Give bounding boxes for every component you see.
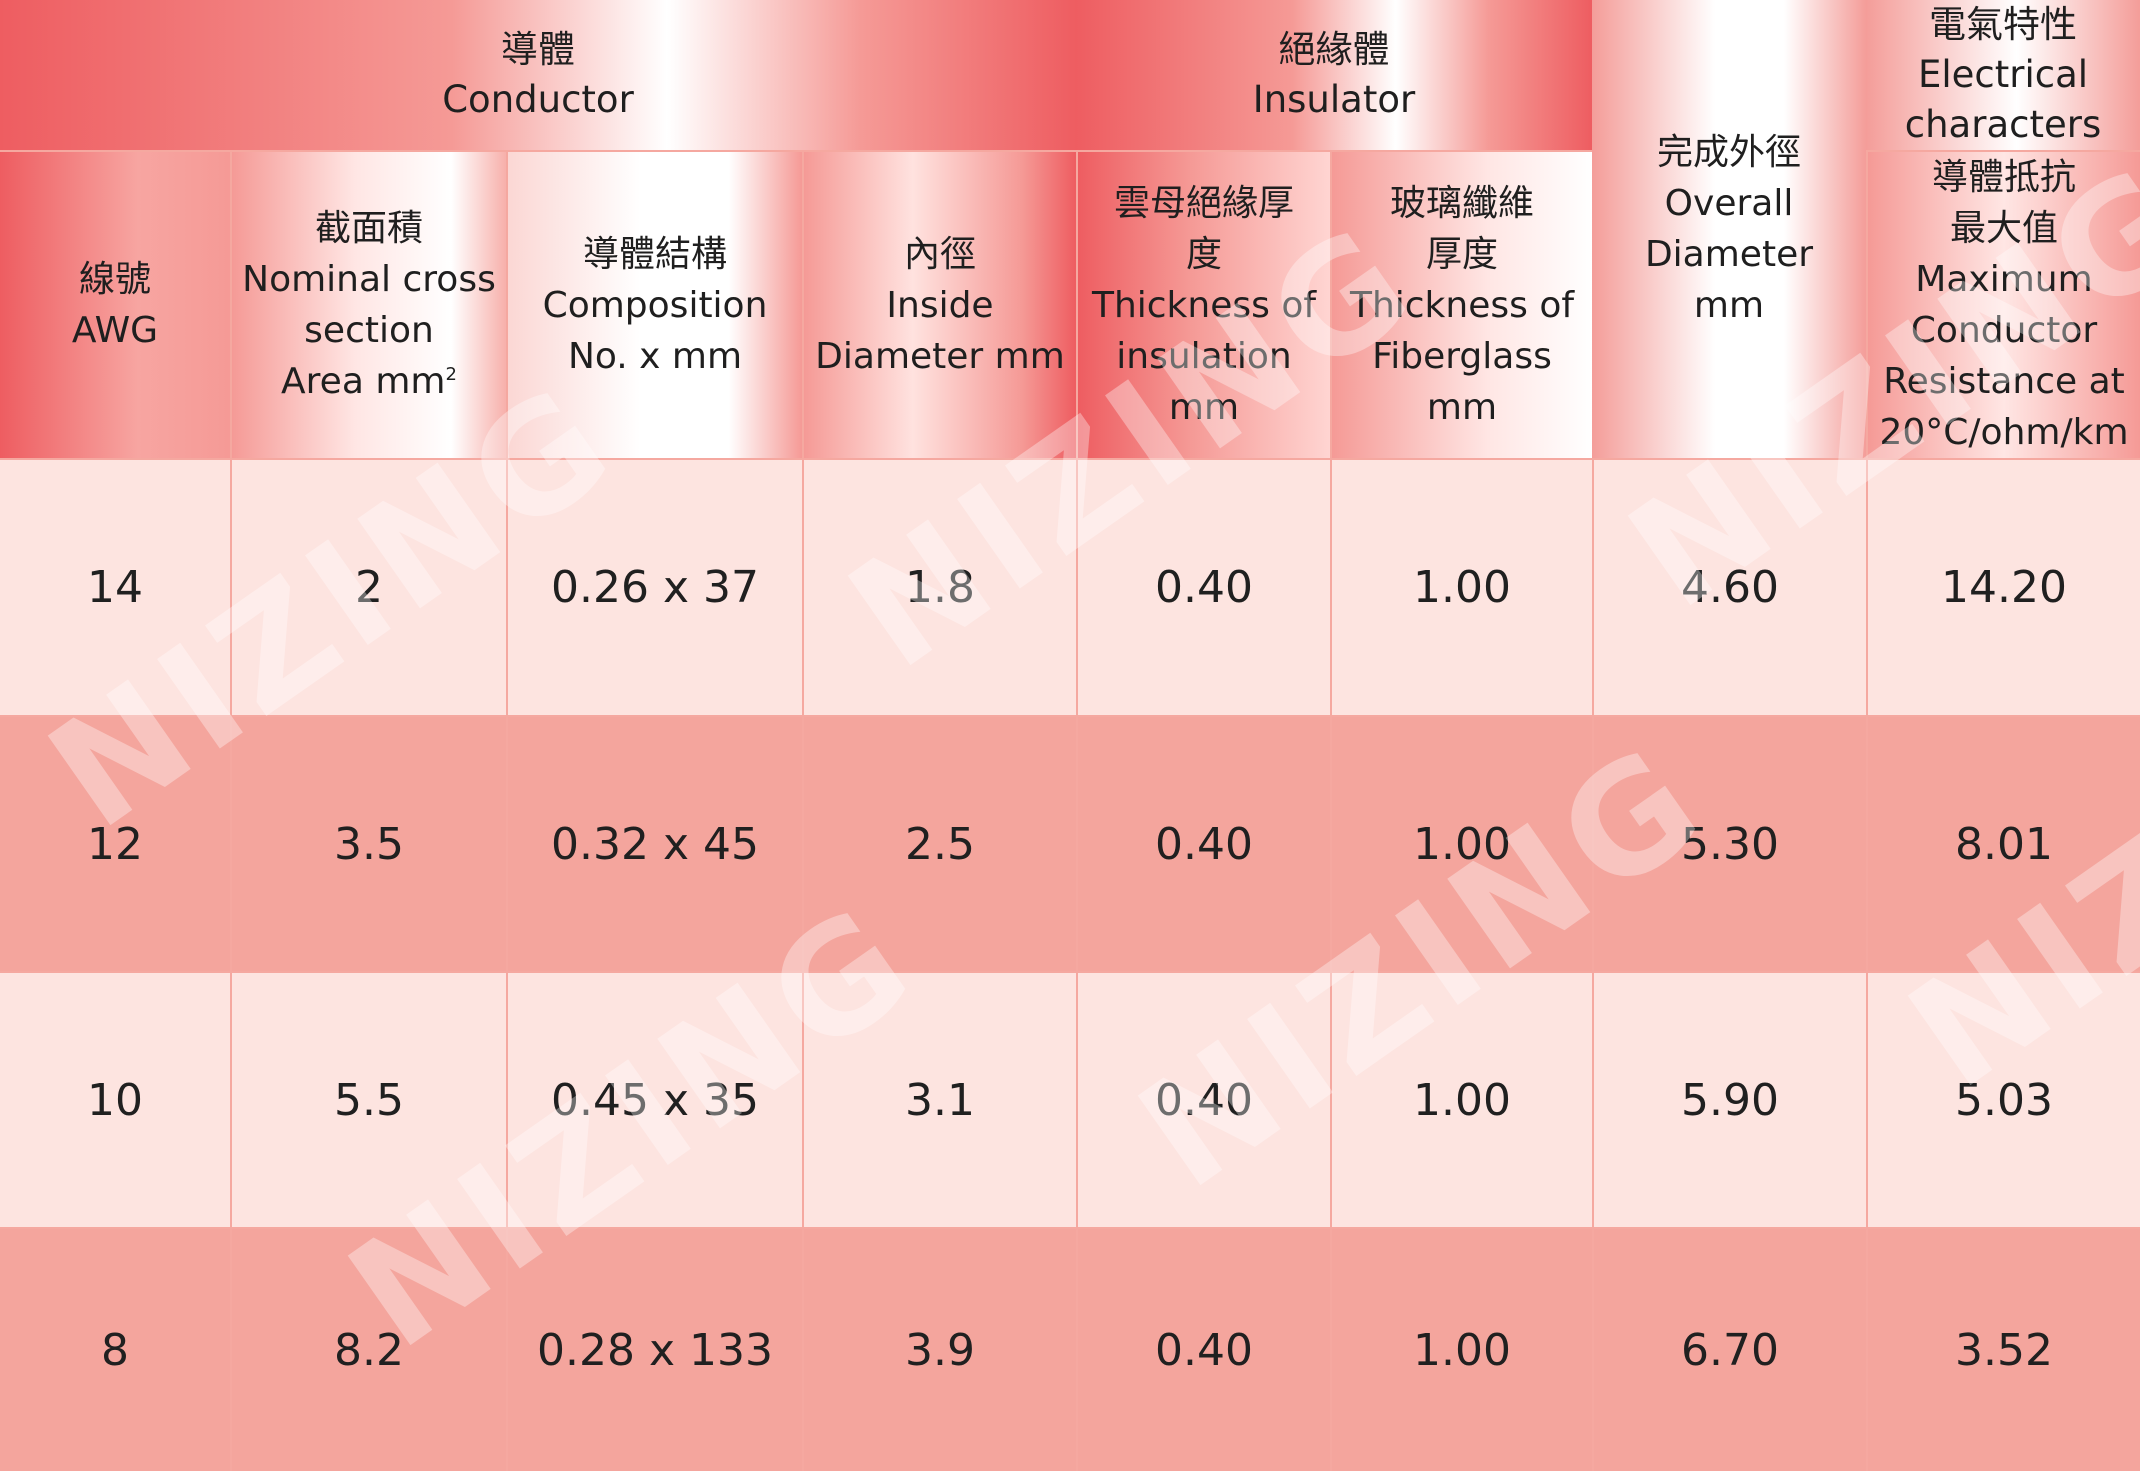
group-header-insulator-zh: 絕緣體 (1278, 28, 1390, 71)
col-header-cross-section: 截面積 Nominal cross section Area mm2 (232, 152, 506, 458)
col-header-awg-zh: 線號 (78, 259, 151, 300)
col-header-cross-section-zh: 截面積 (314, 208, 423, 249)
table-cell: 0.40 (1078, 717, 1330, 971)
cross-section-unit-sup: 2 (445, 364, 457, 385)
col-header-mica-thickness-en1: Thickness of (1091, 284, 1317, 326)
col-header-composition-en2: No. x mm (567, 335, 743, 377)
col-header-fiberglass-thickness-zh1: 玻璃纖維 (1389, 182, 1534, 224)
table-cell: 8 (0, 1229, 230, 1471)
group-header-electrical-en1: Electrical (1917, 53, 2089, 96)
col-header-resistance-en3: Resistance at (1883, 361, 2125, 402)
table-cell: 0.26 x 37 (508, 460, 802, 715)
table-cell: 8.2 (232, 1229, 506, 1471)
table-cell: 1.00 (1332, 717, 1592, 971)
col-header-inside-diameter-en1: Inside (886, 284, 994, 326)
table-cell: 0.40 (1078, 973, 1330, 1227)
table-cell: 14 (0, 460, 230, 715)
col-header-resistance: 導體抵抗 最大值 Maximum Conductor Resistance at… (1868, 152, 2140, 458)
group-header-conductor-en: Conductor (442, 78, 634, 121)
col-header-composition: 導體結構 Composition No. x mm (508, 152, 802, 458)
table-cell: 5.90 (1594, 973, 1866, 1227)
col-header-awg-en: AWG (71, 310, 159, 351)
group-header-electrical-zh: 電氣特性 (1929, 3, 2077, 46)
cross-section-unit-text: Area mm (281, 361, 446, 402)
table-cell: 1.00 (1332, 460, 1592, 715)
col-header-overall-diameter: 完成外徑 Overall Diameter mm (1592, 0, 1866, 458)
table-cell: 5.30 (1594, 717, 1866, 971)
table-cell: 5.5 (232, 973, 506, 1227)
col-header-mica-thickness: 雲母絕緣厚 度 Thickness of insulation mm (1078, 152, 1330, 458)
group-header-insulator: 絕緣體 Insulator (1076, 0, 1592, 150)
col-header-fiberglass-thickness-en3: mm (1426, 386, 1498, 428)
table-cell: 2 (232, 460, 506, 715)
group-header-conductor-zh: 導體 (501, 28, 575, 71)
col-header-fiberglass-thickness-en1: Thickness of (1349, 284, 1575, 326)
col-header-awg: 線號 AWG (0, 152, 230, 458)
table-cell: 1.00 (1332, 1229, 1592, 1471)
table-cell: 3.9 (804, 1229, 1076, 1471)
col-header-resistance-zh2: 最大值 (1949, 208, 2058, 249)
col-header-inside-diameter: 內徑 Inside Diameter mm (804, 152, 1076, 458)
table-cell: 3.52 (1868, 1229, 2140, 1471)
col-header-mica-thickness-zh1: 雲母絕緣厚 (1113, 182, 1294, 224)
col-header-composition-en1: Composition (542, 284, 768, 326)
col-header-cross-section-en2: section (304, 310, 434, 351)
col-header-composition-zh: 導體結構 (582, 233, 727, 275)
table-cell: 2.5 (804, 717, 1076, 971)
table-cell: 3.1 (804, 973, 1076, 1227)
table-cell: 1.8 (804, 460, 1076, 715)
col-header-overall-diameter-en3: mm (1693, 285, 1765, 326)
table-cell: 6.70 (1594, 1229, 1866, 1471)
table-cell: 10 (0, 973, 230, 1227)
table-cell: 8.01 (1868, 717, 2140, 971)
col-header-mica-thickness-zh2: 度 (1185, 233, 1222, 275)
group-header-electrical-en2: characters (1904, 103, 2102, 146)
col-header-mica-thickness-en3: mm (1168, 386, 1240, 428)
col-header-fiberglass-thickness-en2: Fiberglass (1372, 335, 1552, 377)
col-header-fiberglass-thickness-zh2: 厚度 (1425, 233, 1498, 275)
table-cell: 12 (0, 717, 230, 971)
group-header-insulator-en: Insulator (1252, 78, 1416, 121)
table-cell: 0.28 x 133 (508, 1229, 802, 1471)
table-cell: 5.03 (1868, 973, 2140, 1227)
col-header-overall-diameter-en2: Diameter (1644, 234, 1814, 275)
group-header-conductor: 導體 Conductor (0, 0, 1076, 150)
col-header-mica-thickness-en2: insulation (1116, 335, 1292, 377)
col-header-fiberglass-thickness: 玻璃纖維 厚度 Thickness of Fiberglass mm (1332, 152, 1592, 458)
col-header-resistance-en1: Maximum (1915, 259, 2093, 300)
table-cell: 3.5 (232, 717, 506, 971)
table-cell: 1.00 (1332, 973, 1592, 1227)
col-header-overall-diameter-zh: 完成外徑 (1656, 132, 1801, 173)
col-header-inside-diameter-zh: 內徑 (903, 233, 976, 275)
col-header-overall-diameter-en1: Overall (1664, 183, 1794, 224)
table-cell: 0.40 (1078, 460, 1330, 715)
col-header-resistance-en4: 20°C/ohm/km (1879, 412, 2129, 453)
table-cell: 14.20 (1868, 460, 2140, 715)
table-cell: 0.40 (1078, 1229, 1330, 1471)
table-cell: 0.32 x 45 (508, 717, 802, 971)
col-header-inside-diameter-en2: Diameter mm (815, 335, 1065, 377)
col-header-resistance-en2: Conductor (1910, 310, 2098, 351)
group-header-electrical: 電氣特性 Electrical characters (1866, 0, 2140, 150)
col-header-cross-section-en1: Nominal cross (242, 259, 496, 300)
table-cell: 0.45 x 35 (508, 973, 802, 1227)
table-cell: 4.60 (1594, 460, 1866, 715)
col-header-resistance-zh1: 導體抵抗 (1931, 157, 2076, 198)
col-header-cross-section-unit: Area mm2 (281, 356, 457, 407)
